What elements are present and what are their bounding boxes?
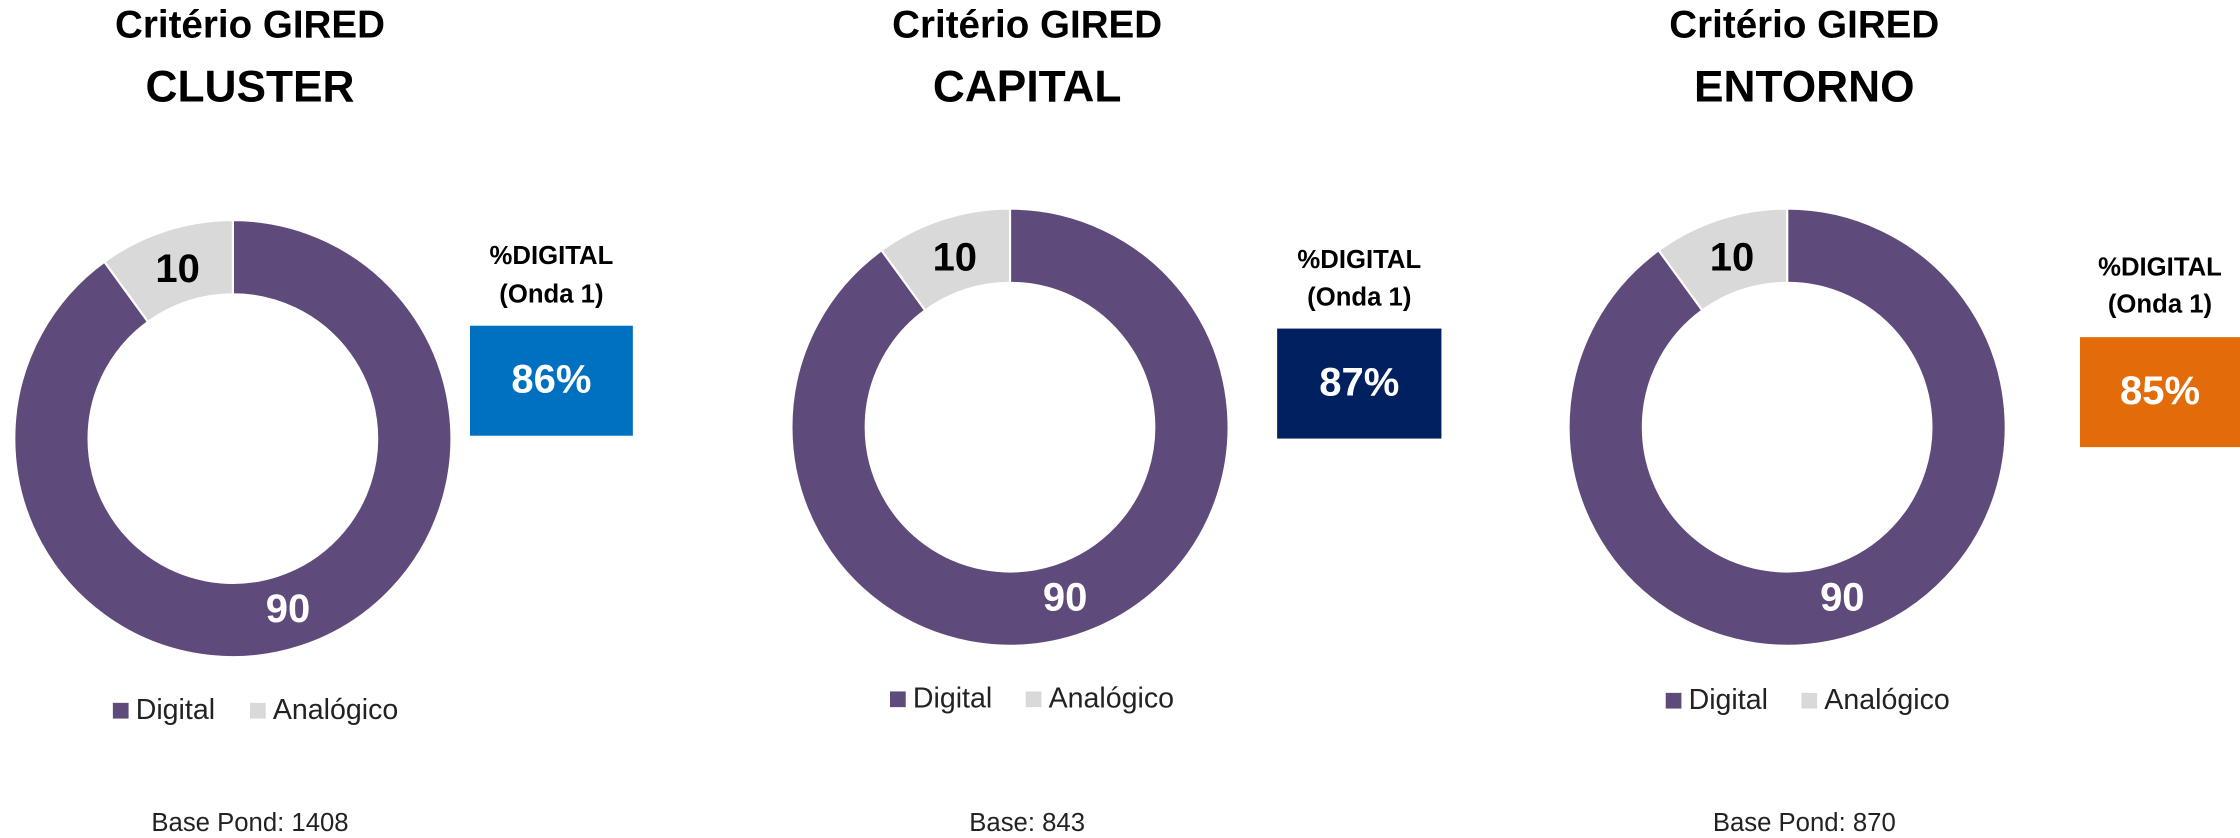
legend-swatch [250, 702, 266, 719]
legend-label: Analógico [1824, 684, 1949, 716]
kpi-value: 85% [2120, 369, 2200, 413]
slice-label: 90 [1820, 575, 1865, 619]
chart-title: Critério GIRED [115, 3, 385, 46]
kpi-value: 86% [511, 358, 591, 402]
kpi-box [2080, 337, 2240, 448]
kpi-title: %DIGITAL [1297, 246, 1421, 274]
base-note: Base: 843 [969, 809, 1085, 837]
legend-label: Digital [136, 694, 215, 726]
slice-label: 10 [1710, 236, 1755, 280]
legend-label: Analógico [273, 694, 398, 726]
kpi-title: %DIGITAL [2098, 253, 2222, 281]
chart-title: Critério GIRED [892, 3, 1162, 46]
slice-label: 10 [933, 236, 978, 280]
legend-swatch [112, 702, 129, 719]
donut-slice [102, 218, 234, 324]
donut-slice [1567, 207, 2007, 647]
slice-label: 90 [1043, 575, 1088, 619]
donut-slice [790, 207, 1230, 647]
kpi-box [470, 325, 633, 436]
kpi-title: %DIGITAL [490, 242, 614, 270]
legend-label: Digital [913, 683, 992, 715]
chart-subtitle: CLUSTER [145, 63, 354, 112]
slice-label: 90 [266, 587, 310, 631]
legend-swatch [890, 691, 906, 708]
legend-swatch [1801, 692, 1818, 709]
base-note: Base Pond: 1408 [151, 809, 348, 837]
legend-label: Analógico [1049, 683, 1174, 715]
legend-swatch [1025, 691, 1042, 708]
kpi-title: (Onda 1) [1307, 283, 1411, 311]
kpi-title: (Onda 1) [2108, 291, 2212, 319]
donut-slice [880, 207, 1012, 312]
legend-swatch [1665, 692, 1682, 709]
kpi-value: 87% [1319, 361, 1399, 405]
donut-slice [1657, 207, 1789, 312]
donut-slice [13, 218, 453, 659]
chart-subtitle: ENTORNO [1694, 63, 1915, 112]
slice-label: 10 [155, 247, 199, 291]
legend-label: Digital [1689, 684, 1768, 716]
kpi-title: (Onda 1) [499, 281, 603, 309]
base-note: Base Pond: 870 [1713, 809, 1896, 837]
chart-subtitle: CAPITAL [933, 63, 1122, 112]
chart-title: Critério GIRED [1669, 3, 1939, 46]
kpi-box [1277, 328, 1442, 439]
